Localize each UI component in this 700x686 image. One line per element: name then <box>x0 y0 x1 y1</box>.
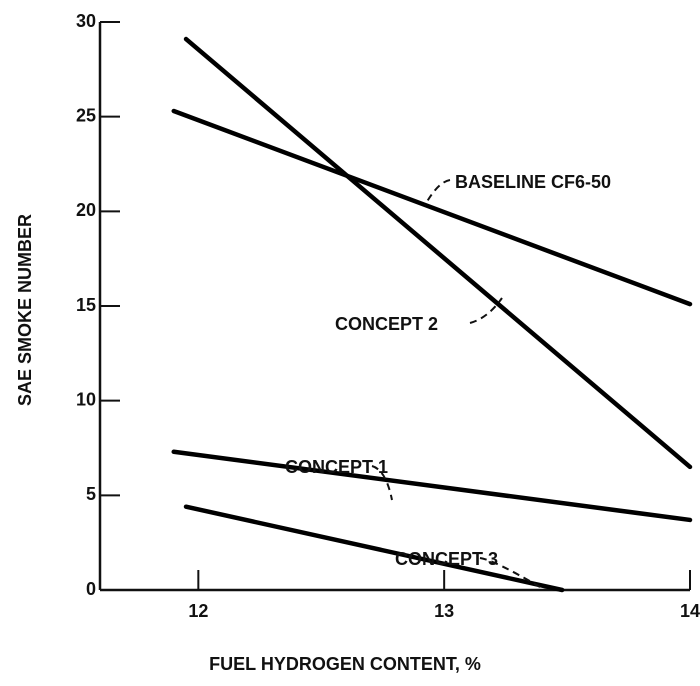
x-axis-label: FUEL HYDROGEN CONTENT, % <box>209 654 481 674</box>
leader-line <box>371 465 393 501</box>
y-tick-label: 10 <box>76 389 96 409</box>
x-tick-label: 13 <box>434 601 454 621</box>
series-label: BASELINE CF6-50 <box>455 172 611 192</box>
y-axis-label: SAE SMOKE NUMBER <box>15 214 35 406</box>
y-tick-label: 25 <box>76 105 96 125</box>
y-tick-label: 15 <box>76 295 96 315</box>
y-tick-label: 5 <box>86 484 96 504</box>
leader-line <box>479 557 541 588</box>
leader-line <box>424 179 451 206</box>
series-label: CONCEPT 2 <box>335 314 438 334</box>
leader-line <box>469 297 503 324</box>
series-label: CONCEPT 3 <box>395 549 498 569</box>
x-tick-label: 14 <box>680 601 700 621</box>
line <box>171 449 693 523</box>
line <box>183 504 565 593</box>
series-label: CONCEPT 1 <box>285 457 388 477</box>
x-tick-label: 12 <box>188 601 208 621</box>
y-tick-label: 30 <box>76 11 96 31</box>
line <box>183 36 693 470</box>
y-tick-label: 0 <box>86 579 96 599</box>
y-tick-label: 20 <box>76 200 96 220</box>
line <box>171 108 693 307</box>
